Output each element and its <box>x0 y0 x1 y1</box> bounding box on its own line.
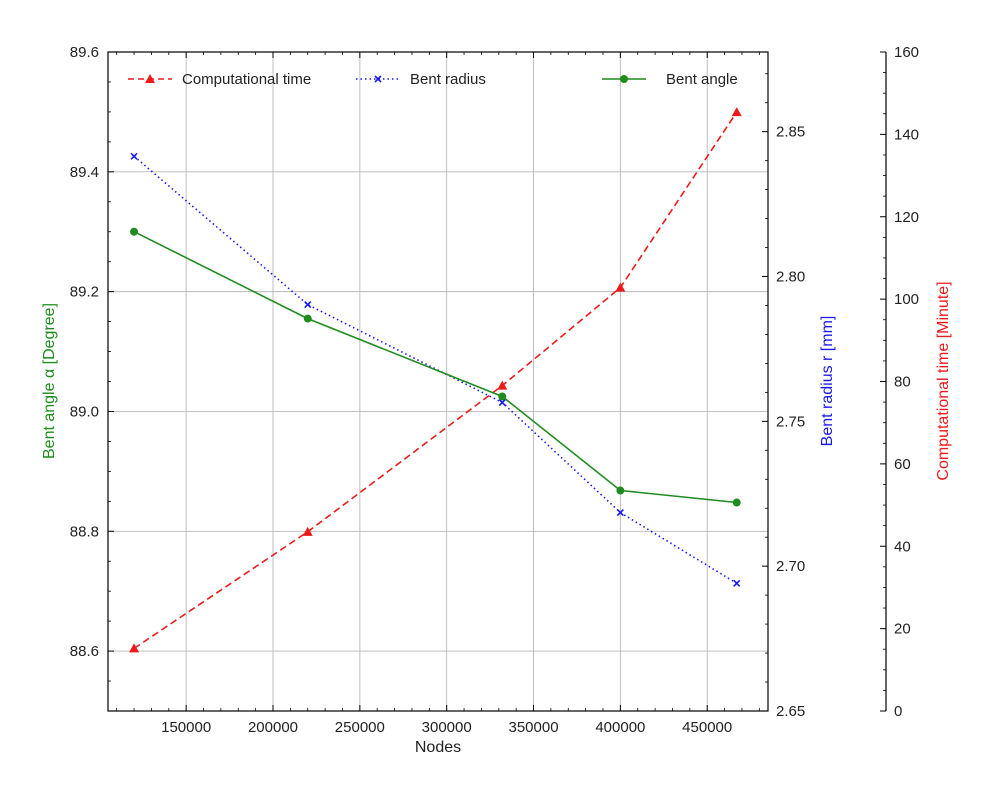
inner-right-tick-label: 2.85 <box>776 124 805 141</box>
legend: Computational time Bent radius Bent angl… <box>128 71 738 88</box>
point-bent-radius <box>130 152 138 160</box>
left-tick-label: 88.6 <box>70 643 99 660</box>
outer-right-tick-label: 40 <box>894 538 911 555</box>
x-tick-label: 150000 <box>161 719 211 736</box>
legend-item-computational-time: Computational time <box>128 71 311 88</box>
inner-right-tick-label: 2.80 <box>776 268 805 285</box>
point-computational-time <box>615 282 626 292</box>
inner-right-tick-label: 2.70 <box>776 558 805 575</box>
inner-right-tick-label: 2.65 <box>776 703 805 720</box>
legend-label-bent-radius: Bent radius <box>410 71 486 88</box>
x-tick-label: 250000 <box>335 719 385 736</box>
inner-right-tick-label: 2.75 <box>776 413 805 430</box>
point-bent-angle <box>498 392 507 401</box>
point-bent-angle <box>616 486 625 495</box>
point-bent-radius <box>616 509 624 517</box>
point-bent-radius <box>733 579 741 587</box>
point-computational-time <box>497 380 508 390</box>
outer-right-tick-label: 140 <box>894 126 919 143</box>
x-tick-label: 200000 <box>248 719 298 736</box>
left-tick-label: 88.8 <box>70 523 99 540</box>
plot-area <box>108 52 768 711</box>
x-tick-label: 400000 <box>595 719 645 736</box>
outer-right-tick-label: 20 <box>894 621 911 638</box>
grid <box>108 52 768 711</box>
left-tick-label: 89.2 <box>70 284 99 301</box>
legend-marker-x-icon <box>374 75 382 83</box>
point-bent-radius <box>498 398 506 407</box>
x-tick-label: 450000 <box>682 719 732 736</box>
x-axis-title: Nodes <box>415 739 461 756</box>
outer-right-tick-label: 100 <box>894 291 919 308</box>
left-tick-label: 89.6 <box>70 44 99 61</box>
x-tick-label: 350000 <box>508 719 558 736</box>
left-axis-title: Bent angle α [Degree] <box>41 303 58 459</box>
series-layer <box>129 107 742 653</box>
legend-item-bent-angle: Bent angle <box>602 71 738 88</box>
legend-label-computational-time: Computational time <box>182 71 311 88</box>
left-tick-label: 89.0 <box>70 403 99 420</box>
point-computational-time <box>731 107 742 117</box>
point-bent-angle <box>732 498 741 507</box>
outer-right-tick-label: 60 <box>894 456 911 473</box>
point-computational-time <box>129 643 140 653</box>
point-computational-time <box>302 526 313 536</box>
inner-right-axis-title: Bent radius r [mm] <box>819 316 836 447</box>
legend-marker-triangle-icon <box>145 74 155 83</box>
point-bent-radius <box>304 301 312 309</box>
left-tick-label: 89.4 <box>70 164 99 181</box>
point-bent-angle <box>303 314 312 323</box>
x-tick-label: 300000 <box>422 719 472 736</box>
outer-right-axis-title: Computational time [Minute] <box>935 281 952 480</box>
legend-item-bent-radius: Bent radius <box>356 71 486 88</box>
outer-right-tick-label: 120 <box>894 209 919 226</box>
legend-marker-circle-icon <box>620 75 628 83</box>
outer-right-tick-label: 160 <box>894 44 919 61</box>
outer-right-tick-label: 0 <box>894 703 902 720</box>
legend-label-bent-angle: Bent angle <box>666 71 738 88</box>
outer-right-tick-label: 80 <box>894 374 911 391</box>
point-bent-angle <box>130 227 139 236</box>
ticks: 150000 200000 250000 300000 350000 400000 4500… <box>70 44 919 736</box>
